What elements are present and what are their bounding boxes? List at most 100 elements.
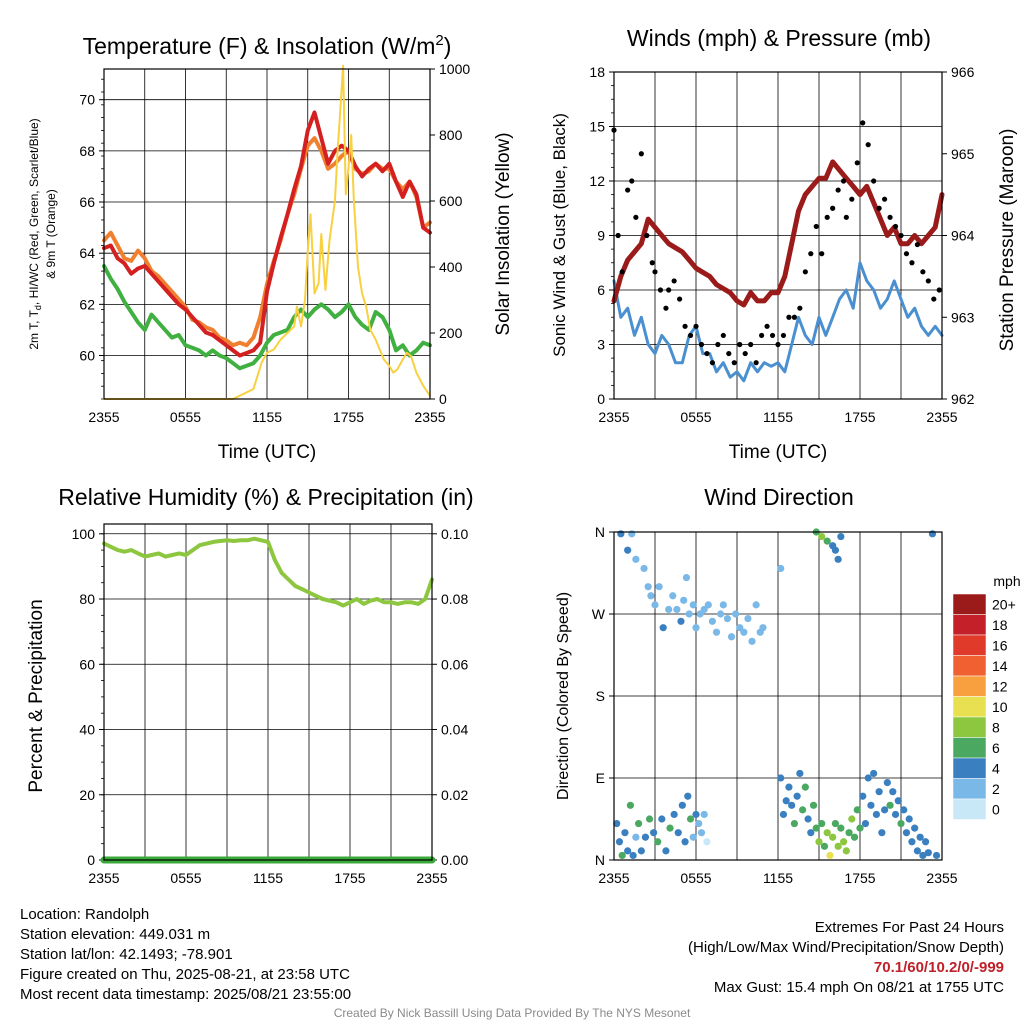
temperature-x-tick-label: 1155 (252, 409, 282, 425)
temperature-x-tick-label: 2355 (88, 409, 119, 425)
winds-gust-point (786, 314, 792, 320)
winds-y2-tick-label: 966 (951, 64, 975, 80)
direction-point (697, 829, 706, 837)
direction-point (717, 610, 725, 618)
extremes-info: Extremes For Past 24 Hours (High/Low/Max… (688, 918, 1004, 998)
winds-gust-point (629, 178, 635, 184)
direction-point (752, 601, 760, 609)
direction-point (674, 829, 682, 837)
winds-x-tick-label: 1755 (844, 409, 875, 425)
winds-gust-point (638, 151, 644, 157)
direction-point (651, 601, 659, 609)
winds-y-tick-label: 9 (597, 228, 605, 244)
temperature-y-tick-label: 68 (79, 143, 95, 159)
direction-point (689, 601, 697, 609)
direction-point (712, 628, 721, 636)
speed-legend-title: mph (993, 573, 1020, 589)
direction-x-tick-label: 2355 (926, 870, 957, 886)
direction-point (723, 614, 732, 623)
winds-gust-point (764, 323, 770, 329)
winds-gust-point (666, 287, 672, 293)
direction-point (632, 833, 640, 841)
winds-gust-point (780, 332, 787, 339)
recent-timestamp: Most recent data timestamp: 2025/08/21 2… (20, 986, 352, 1003)
direction-point (686, 815, 695, 823)
speed-legend-swatch (952, 675, 987, 697)
rh-panel-title: Relative Humidity (%) & Precipitation (i… (58, 484, 473, 510)
humidity-x-tick-label: 2355 (88, 870, 119, 886)
direction-point (840, 838, 848, 846)
direction-point (637, 847, 645, 855)
speed-legend-swatch (952, 798, 987, 820)
direction-point (820, 842, 829, 850)
winds-x-tick-label: 2355 (598, 409, 629, 425)
winds-y2-tick-label: 965 (951, 146, 975, 162)
direction-point (889, 788, 897, 796)
direction-point (788, 801, 796, 809)
direction-point (624, 847, 632, 855)
direction-point (831, 546, 840, 554)
speed-legend-label: 14 (992, 658, 1008, 674)
temp-x-axis-label: Time (UTC) (218, 442, 317, 463)
speed-legend-label: 4 (992, 760, 1000, 776)
temperature-y2-tick-label: 1000 (439, 61, 470, 77)
winds-gust-point (775, 341, 781, 348)
direction-point (837, 532, 845, 541)
direction-point (859, 792, 867, 800)
direction-point (919, 851, 927, 860)
speed-legend-label: 16 (992, 637, 1008, 653)
direction-point (748, 637, 756, 645)
direction-point (867, 801, 875, 809)
wind-panel-title: Winds (mph) & Pressure (mb) (627, 25, 931, 51)
winds-gust-point (819, 251, 825, 257)
speed-legend-swatch (952, 614, 987, 636)
winds-y-tick-label: 12 (589, 173, 605, 189)
humidity-series-line-0 (102, 536, 434, 608)
direction-point (673, 605, 681, 614)
extremes-title: Extremes For Past 24 Hours (814, 919, 1004, 936)
wind-x-axis-label: Time (UTC) (729, 442, 828, 463)
direction-point (804, 815, 812, 823)
winds-y-tick-label: 15 (589, 119, 605, 135)
direction-point (618, 851, 626, 860)
direction-point (659, 624, 667, 632)
winds-gust-point (753, 360, 759, 366)
winds-gust-point (748, 341, 754, 348)
winds-gust-point (841, 178, 847, 184)
direction-point (911, 824, 919, 832)
direction-point (740, 628, 748, 636)
direction-point (682, 573, 691, 582)
speed-legend-swatch (952, 778, 987, 800)
direction-point (850, 833, 859, 841)
extremes-values: 70.1/60/10.2/0/-999 (873, 959, 1004, 976)
direction-point (617, 530, 625, 538)
direction-point (650, 829, 658, 837)
direction-point (842, 847, 850, 855)
winds-gust-point (882, 196, 888, 202)
speed-legend-swatch (952, 737, 987, 759)
winds-gust-point (671, 278, 677, 284)
winds-gust-point (737, 341, 743, 348)
direction-point (685, 610, 693, 618)
temperature-y2-tick-label: 600 (439, 193, 463, 209)
direction-point (922, 838, 930, 846)
direction-point (777, 564, 785, 573)
temp-left-axis-label-line2: & 9m T (Orange) (44, 189, 58, 279)
winds-gust-point (687, 332, 694, 339)
direction-point (790, 819, 799, 828)
direction-point (704, 601, 712, 609)
temperature-series-line-0 (102, 264, 432, 371)
speed-legend-swatch (952, 696, 987, 718)
winds-gust-point (682, 323, 688, 329)
direction-point (662, 847, 670, 855)
direction-point (692, 624, 700, 632)
direction-point (870, 769, 878, 778)
humidity-y2-tick-label: 0.08 (441, 591, 468, 607)
humidity-x-tick-label: 1155 (253, 870, 283, 886)
direction-point (777, 774, 785, 782)
winds-gust-point (715, 341, 721, 348)
winds-gust-point (644, 232, 650, 239)
winds-series-line-1 (611, 159, 945, 308)
direction-point (613, 819, 621, 828)
direction-point (635, 819, 643, 828)
